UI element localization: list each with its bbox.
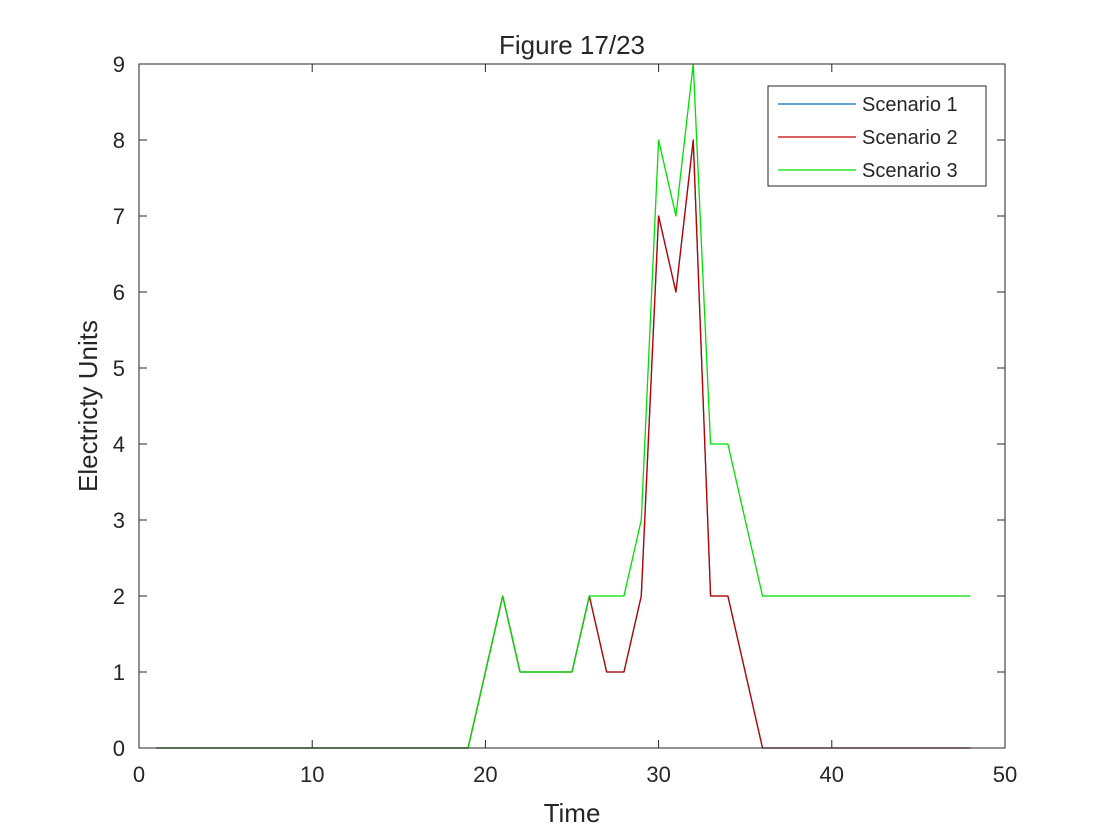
y-axis-label: Electricty Units <box>73 320 103 492</box>
legend-label-3: Scenario 3 <box>862 160 958 182</box>
y-tick-label: 7 <box>113 204 125 229</box>
y-tick-label: 9 <box>113 52 125 77</box>
y-tick-label: 0 <box>113 736 125 761</box>
x-axis: 0 10 20 30 40 50 <box>133 64 1017 787</box>
y-tick-label: 1 <box>113 660 125 685</box>
chart-title: Figure 17/23 <box>499 30 645 60</box>
x-tick-label: 40 <box>820 762 844 787</box>
y-tick-label: 6 <box>113 280 125 305</box>
axes-box <box>138 63 1006 749</box>
x-tick-label: 10 <box>300 762 324 787</box>
y-tick-label: 8 <box>113 128 125 153</box>
x-tick-label: 50 <box>993 762 1017 787</box>
x-tick-label: 20 <box>473 762 497 787</box>
x-tick-label: 0 <box>133 762 145 787</box>
legend: Scenario 1 Scenario 2 Scenario 3 <box>767 85 987 187</box>
legend-label-1: Scenario 1 <box>862 94 958 116</box>
y-tick-label: 5 <box>113 356 125 381</box>
x-axis-label: Time <box>544 798 601 828</box>
y-tick-label: 3 <box>113 508 125 533</box>
x-tick-label: 30 <box>646 762 670 787</box>
legend-label-2: Scenario 2 <box>862 127 958 149</box>
legend-box <box>767 85 987 187</box>
y-axis: 0 1 2 3 4 5 6 7 8 9 <box>113 52 1005 761</box>
y-tick-label: 4 <box>113 432 125 457</box>
y-tick-label: 2 <box>113 584 125 609</box>
